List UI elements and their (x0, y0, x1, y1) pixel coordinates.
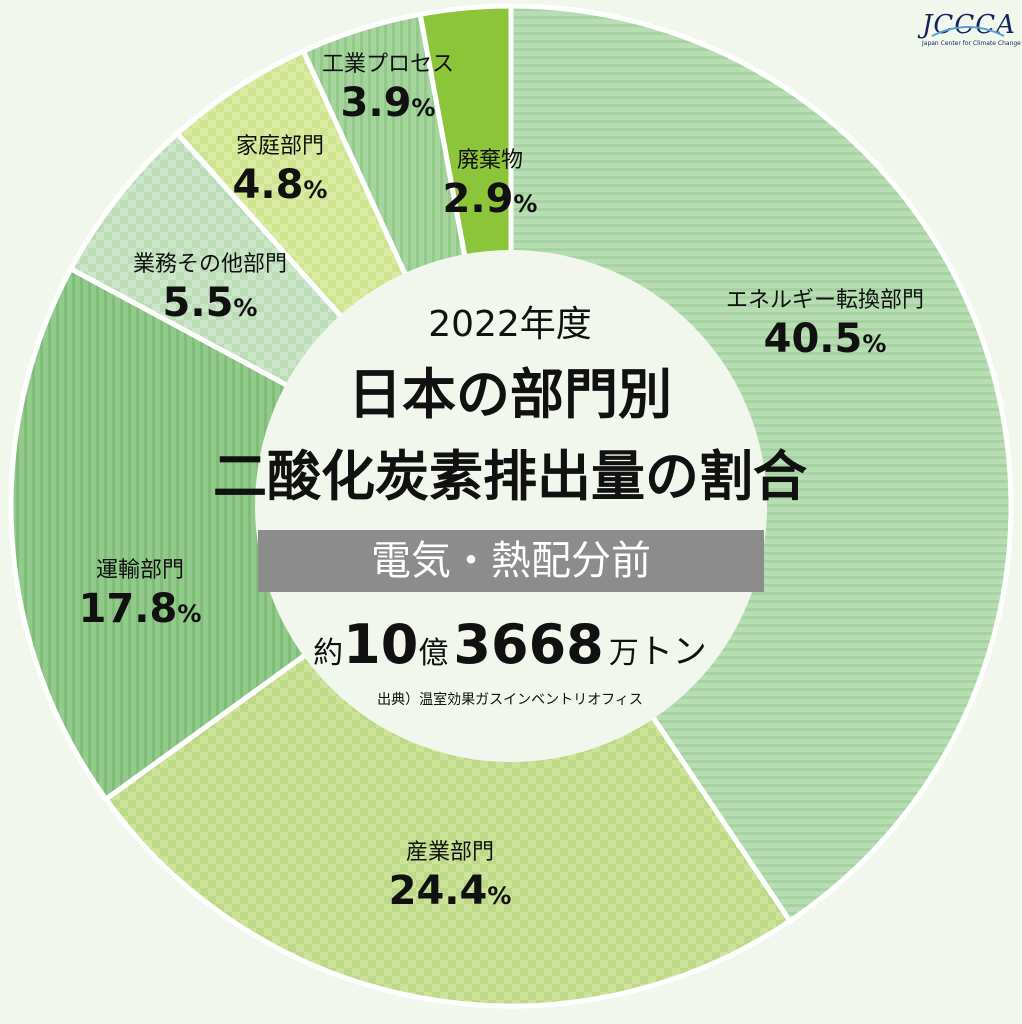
label-industry: 産業部門 24.4% (340, 838, 560, 919)
slice-category-label: 運輸部門 (95, 558, 184, 583)
slice-value-label: 17.8% (78, 586, 202, 632)
slice-value-label: 4.8% (232, 162, 328, 208)
percent-sign: % (862, 330, 887, 358)
slice-industry (102, 502, 794, 1009)
slice-category-label: 業務その他部門 (132, 252, 287, 277)
total-oku: 億 (418, 636, 449, 671)
jccca-logo: JCCCA Japan Center for Climate Change Ac… (922, 10, 1022, 58)
slice-value-label: 40.5% (763, 316, 887, 362)
slice-value-label: 3.9% (340, 80, 436, 126)
year-label: 2022年度 (428, 304, 592, 345)
total-unit: トン (638, 632, 707, 672)
label-commercial: 業務その他部門 5.5% (100, 250, 320, 331)
total-man: 万 (608, 636, 639, 671)
subtitle-band: 電気・熱配分前 (258, 530, 764, 592)
label-industrial-process: 工業プロセス 3.9% (298, 50, 478, 131)
total-prefix: 約 (313, 636, 344, 671)
label-transport: 運輸部門 17.8% (50, 556, 230, 637)
slice-category-label: 家庭部門 (235, 134, 324, 159)
total-billions: 10 (343, 613, 419, 676)
chart-title-line1: 日本の部門別 (348, 363, 672, 426)
slice-value-label: 24.4% (388, 868, 512, 914)
total-man-value: 3668 (453, 613, 604, 676)
slice-category-label: エネルギー転換部門 (725, 288, 924, 313)
percent-sign: % (233, 294, 258, 322)
slice-category-label: 産業部門 (405, 840, 494, 865)
chart-title-line2: 二酸化炭素排出量の割合 (213, 445, 807, 508)
percent-sign: % (411, 94, 436, 122)
slice-value-label: 2.9% (442, 176, 538, 222)
label-energy-conversion: エネルギー転換部門 40.5% (700, 286, 950, 367)
logo-arc-icon (931, 26, 1005, 37)
percent-sign: % (303, 176, 328, 204)
percent-sign: % (487, 882, 512, 910)
label-household: 家庭部門 4.8% (190, 132, 370, 213)
percent-sign: % (177, 600, 202, 628)
slice-category-label: 工業プロセス (321, 52, 454, 77)
total-emissions: 約10億 3668 万トン (140, 612, 880, 691)
logo-subtext: Japan Center for Climate Change Actions (922, 40, 1022, 47)
label-waste: 廃棄物 2.9% (400, 146, 580, 227)
slice-category-label: 廃棄物 (456, 148, 523, 173)
percent-sign: % (513, 190, 538, 218)
source-note: 出典）温室効果ガスインベントリオフィス (377, 692, 643, 708)
donut-hole (255, 250, 767, 762)
logo-text: JCCCA (922, 10, 1016, 40)
slice-value-label: 5.5% (162, 280, 258, 326)
